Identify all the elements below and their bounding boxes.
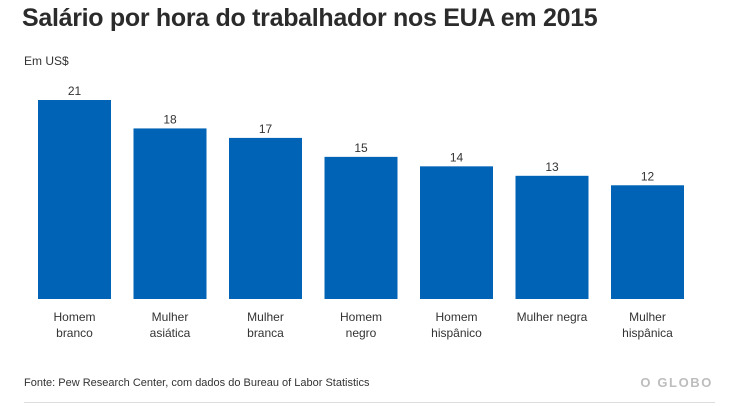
bar: [38, 100, 111, 299]
data-label: 14: [450, 150, 464, 164]
category-label: Mulher branca: [247, 310, 284, 340]
category-label: Homem hispânico: [431, 310, 482, 340]
bar: [515, 175, 589, 299]
data-label: 15: [354, 141, 368, 155]
category-label: Mulher asiática: [150, 310, 191, 340]
category-label: Mulher hispânica: [622, 310, 673, 340]
chart-title: Salário por hora do trabalhador nos EUA …: [22, 4, 598, 32]
bar: [324, 156, 398, 299]
data-label: 12: [641, 169, 655, 183]
category-label: Homem negro: [340, 310, 382, 340]
data-label: 13: [545, 160, 559, 174]
bar: [611, 185, 684, 299]
data-label: 18: [163, 112, 177, 126]
footer-divider: [24, 402, 715, 403]
bar: [420, 166, 493, 299]
source-note: Fonte: Pew Research Center, com dados do…: [24, 377, 370, 389]
unit-label: Em US$: [24, 54, 69, 68]
brand-logo: O GLOBO: [640, 375, 713, 390]
data-label: 17: [259, 122, 273, 136]
bar: [229, 137, 302, 299]
bar-chart: 21 Homem branco 18 Mulher asiática 17 Mulher bra…: [38, 84, 684, 340]
bar: [133, 128, 207, 299]
category-label: Homem branco: [53, 310, 95, 340]
category-label: Mulher negra: [517, 310, 588, 324]
data-label: 21: [68, 84, 82, 98]
